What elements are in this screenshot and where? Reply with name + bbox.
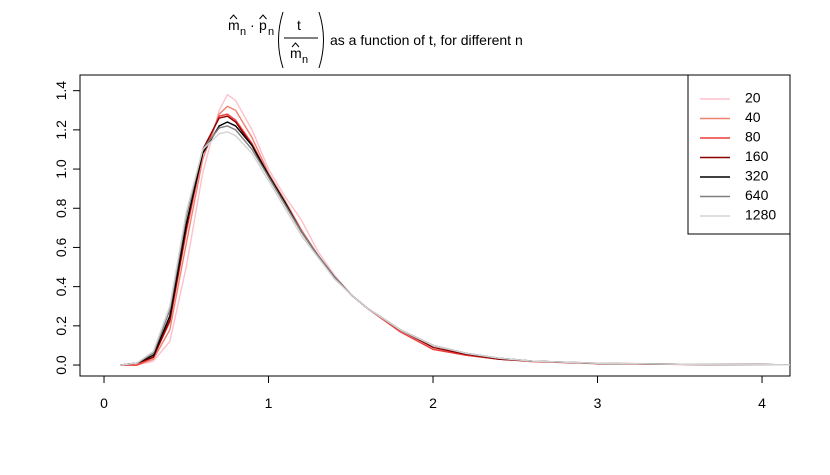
title-part: as a function of t, for different n	[330, 32, 523, 48]
title-part: m	[290, 45, 302, 61]
title-part: m	[228, 17, 240, 33]
title-part: t	[297, 17, 301, 33]
y-tick-label: 0.0	[53, 355, 69, 375]
legend-label: 1280	[745, 207, 776, 223]
legend-label: 80	[745, 129, 761, 145]
x-tick-label: 2	[429, 395, 437, 411]
y-tick-label: 0.2	[53, 316, 69, 336]
title-part: ·	[250, 17, 255, 33]
title-part: p	[259, 17, 267, 33]
y-tick-label: 0.6	[53, 238, 69, 258]
hat	[229, 14, 238, 20]
paren	[318, 11, 324, 69]
y-tick-label: 1.4	[53, 81, 69, 101]
legend-label: 320	[745, 168, 769, 184]
y-tick-label: 1.2	[53, 120, 69, 140]
chart-title: m n · p n t m n as a function of t, for …	[228, 11, 523, 69]
title-part: n	[302, 54, 308, 66]
legend-label: 40	[745, 109, 761, 125]
legend-label: 160	[745, 148, 769, 164]
y-tick-label: 0.8	[53, 198, 69, 218]
legend-box	[687, 74, 791, 235]
x-tick-label: 4	[758, 395, 766, 411]
x-tick-label: 0	[100, 395, 108, 411]
hat	[259, 14, 267, 20]
legend-label: 20	[745, 90, 761, 106]
y-tick-label: 0.4	[53, 277, 69, 297]
paren	[278, 11, 284, 69]
hat	[291, 42, 300, 48]
y-tick-label: 1.0	[53, 159, 69, 179]
series-line	[120, 131, 791, 366]
legend-label: 640	[745, 187, 769, 203]
title-part: n	[240, 26, 246, 38]
title-part: n	[268, 26, 274, 38]
x-tick-label: 1	[265, 395, 273, 411]
x-tick-label: 3	[594, 395, 602, 411]
